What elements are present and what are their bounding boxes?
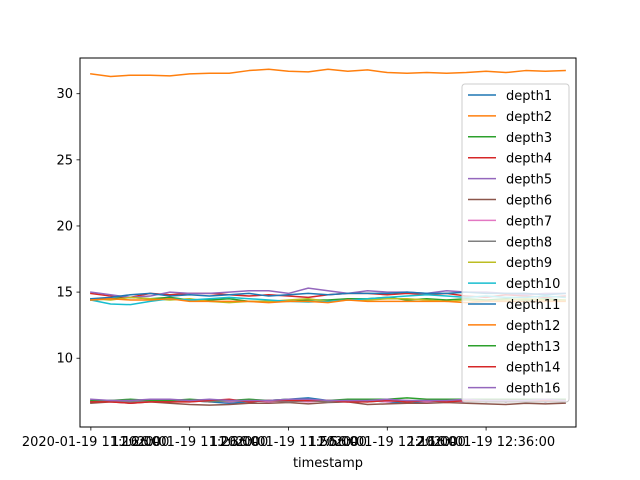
legend-label: depth4 <box>506 152 552 167</box>
legend-label: depth16 <box>506 382 560 397</box>
x-tick-label: 11:56:00 <box>309 435 367 450</box>
y-axis: 10 15 20 25 30 <box>56 87 80 367</box>
x-tick-label: 2020-01-19 12:36:00 <box>417 435 555 450</box>
legend-label: depth3 <box>506 131 552 146</box>
legend-label: depth13 <box>506 340 560 355</box>
x-tick-label: 11:26:00 <box>111 435 169 450</box>
series-line-depth2 <box>90 68 566 78</box>
y-tick-label: 15 <box>56 286 73 301</box>
x-tick-label: 11:36:00 <box>210 435 268 450</box>
plot-frame <box>79 57 577 428</box>
x-tick-label: 2020-01-19 11:16:00 <box>22 435 160 450</box>
x-tick-label: 2020-01-19 12:16:00 <box>318 435 456 450</box>
x-tick-label: 2020-01-19 11:56:00 <box>219 435 357 450</box>
y-tick-label: 20 <box>56 219 73 234</box>
legend-box <box>461 83 570 403</box>
legend-label: depth14 <box>506 361 560 376</box>
x-tick-label: 2020-01-19 11:26:00 <box>121 435 259 450</box>
x-tick-label: 12:16:00 <box>407 435 465 450</box>
legend-label: depth12 <box>506 319 560 334</box>
legend-label: depth5 <box>506 173 552 188</box>
y-tick-label: 25 <box>56 153 73 168</box>
legend: depth1 depth2 depth3 depth4 depth5 depth6 dept… <box>461 83 570 403</box>
legend-label: depth9 <box>506 256 552 271</box>
legend-label: depth6 <box>506 194 552 209</box>
legend-label: depth10 <box>506 277 560 292</box>
y-tick-label: 30 <box>56 87 73 102</box>
legend-label: depth8 <box>506 235 552 250</box>
legend-label: depth7 <box>506 214 552 229</box>
legend-label: depth1 <box>506 89 552 104</box>
legend-label: depth2 <box>506 110 552 125</box>
y-tick-label: 10 <box>56 352 73 367</box>
x-axis-title: timestamp <box>293 456 363 471</box>
legend-label: depth11 <box>506 298 560 313</box>
